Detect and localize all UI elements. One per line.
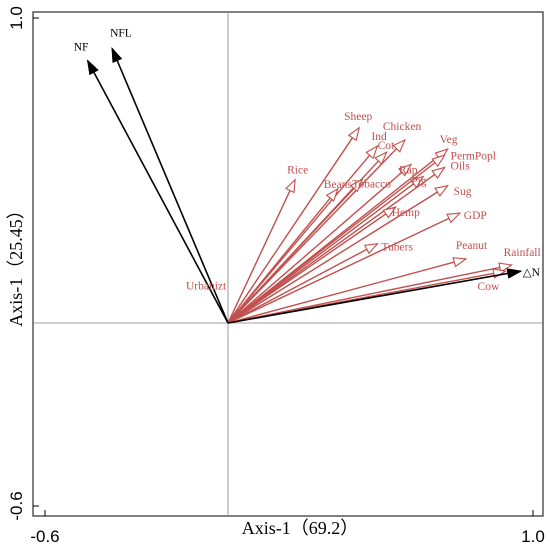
vector-arrowhead-rice [284,178,296,194]
vector-label-rainfall: Rainfall [504,247,541,259]
vector-label-nf: NF [74,42,89,54]
vector-arrowhead-peanut [452,257,468,268]
vector-line-n [227,270,521,324]
vector-arrowhead-rainfall [498,262,514,273]
vector-label-tubers: Tubers [381,242,413,254]
vector-label-cot: Cot [378,140,395,152]
vectors-layer [86,46,523,324]
vector-line-beans [227,188,339,324]
vector-line-rainfall [227,264,512,324]
vector-line-nf [86,60,229,324]
vector-arrowhead-gdp [446,212,462,224]
ticks-layer: -0.6 1.0 1.0 -0.6 [7,6,545,546]
vector-label-pig: Pig [411,176,427,188]
vector-arrowhead-cot [374,151,388,165]
y-axis-title: Axis-1（25.45） [6,201,26,327]
vector-label-hemp: Hemp [392,207,420,219]
vector-label-peanut: Peanut [456,240,488,252]
vector-label-sheep: Sheep [344,111,372,123]
vector-line-peanut [227,258,467,324]
vector-arrowhead-nf [86,59,99,76]
vector-label-n: △N [523,267,541,279]
vector-line-rap [227,163,412,324]
y-tick-label: 1.0 [7,6,26,30]
vector-label-tobacco: Tobacco [352,179,391,191]
x-tick-label: -0.6 [30,527,59,546]
vector-label-sug: Sug [454,186,472,198]
vector-label-veg: Veg [440,134,458,146]
vector-line-permpopl [227,154,445,324]
vector-label-permpopl: PermPopl [451,150,496,162]
vector-arrowhead-n [506,268,523,279]
vector-line-nfl [111,48,229,324]
vector-label-nfl: NFL [110,28,132,40]
vector-label-chicken: Chicken [383,121,422,133]
vector-arrowhead-permpopl [431,154,446,168]
vector-arrowhead-hemp [382,206,398,219]
vector-label-urbanizt: Urbanizt [186,280,227,292]
vector-arrowhead-sheep [347,126,361,142]
vector-arrowhead-tobacco [349,178,364,193]
vector-label-beans: Beans [324,179,353,191]
vector-line-gdp [227,212,461,324]
vector-arrowhead-pig [409,175,425,189]
vector-line-pig [227,176,424,324]
vector-arrowhead-chicken [392,138,406,153]
vector-line-rice [227,179,296,324]
vector-line-oils [227,166,445,324]
vector-arrowhead-nfl [111,46,123,64]
x-tick-label: 1.0 [521,527,545,546]
vector-arrowhead-beans [325,187,339,202]
vector-arrowhead-tubers [363,242,379,255]
x-axis-title: Axis-1（69.2） [242,518,359,538]
vector-arrowhead-ind [365,144,379,160]
vector-line-hemp [227,206,397,324]
vector-line-sug [227,185,448,324]
vector-label-gdp: GDP [464,210,487,222]
vector-arrowhead-veg [434,148,449,162]
vector-label-cow: Cow [478,281,500,293]
vector-label-oils: Oils [451,160,471,172]
plot-frame [32,11,544,517]
vector-arrowhead-sug [434,184,449,197]
vector-arrowhead-oils [431,166,446,180]
vector-line-tubers [227,243,378,324]
vector-line-tobacco [227,179,363,324]
vector-line-sheep [227,127,360,324]
vector-label-rice: Rice [287,165,308,177]
y-tick-label: -0.6 [7,491,26,520]
vector-arrowhead-rap [398,163,413,177]
vector-label-ind: Ind [371,131,387,143]
vector-label-rap: Rap [399,164,418,176]
